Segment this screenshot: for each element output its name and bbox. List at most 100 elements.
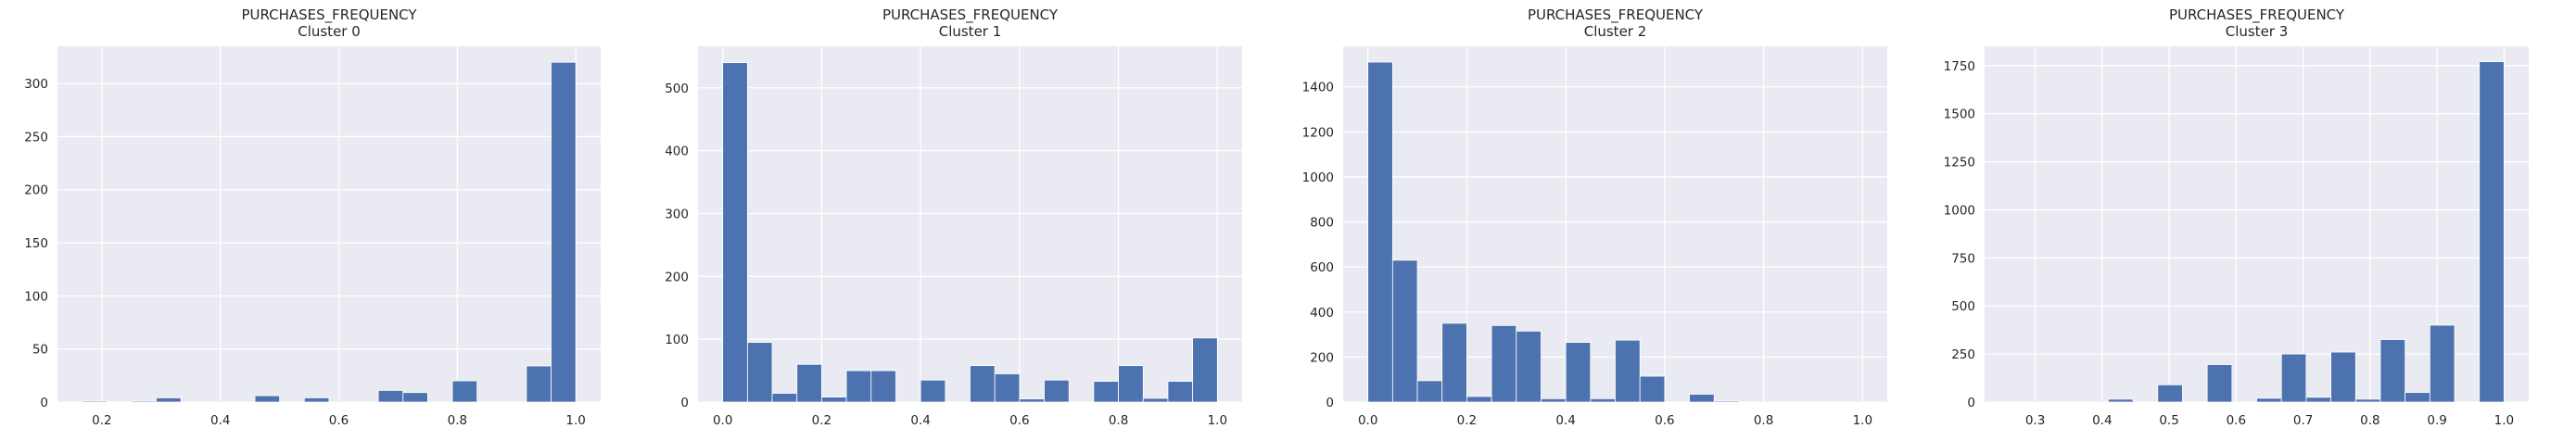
chart-title: PURCHASES_FREQUENCY Cluster 1	[882, 6, 1059, 40]
histogram-bar	[1516, 331, 1542, 403]
plot-area	[698, 46, 1242, 402]
y-tick-label: 0	[1967, 396, 1975, 410]
y-tick-label: 800	[1310, 216, 1334, 231]
y-tick-label: 400	[1310, 306, 1334, 321]
y-tick-label: 200	[1310, 350, 1334, 365]
x-tick-label: 0.0	[713, 413, 732, 428]
histogram-bar	[1615, 339, 1641, 403]
histogram-bar	[2379, 339, 2406, 403]
y-tick-label: 400	[665, 145, 689, 159]
y-tick-label: 1000	[1944, 203, 1975, 218]
x-tick-label: 0.8	[1109, 413, 1128, 428]
y-tick-label: 600	[1310, 260, 1334, 275]
x-tick-label: 0.8	[448, 413, 467, 428]
x-tick-label: 0.2	[812, 413, 831, 428]
y-tick-label: 1400	[1302, 81, 1334, 95]
x-tick-label: 1.0	[1853, 413, 1872, 428]
histogram-bar	[920, 379, 946, 403]
y-tick-label: 500	[1951, 299, 1975, 314]
histogram-bar	[771, 393, 798, 403]
x-tick-label: 0.6	[329, 413, 349, 428]
y-tick-label: 150	[24, 236, 48, 251]
histogram-bar	[2157, 384, 2183, 403]
histogram-bar	[1367, 61, 1393, 403]
histogram-bar	[1192, 337, 1218, 403]
x-tick-label: 1.0	[1208, 413, 1227, 428]
y-tick-label: 200	[665, 270, 689, 284]
histogram-bar	[1391, 259, 1418, 403]
histogram-bar	[722, 62, 748, 403]
x-tick-label: 0.3	[2025, 413, 2045, 428]
x-tick-label: 0.8	[2360, 413, 2379, 428]
histogram-bar	[1441, 322, 1467, 403]
histogram-bar	[2354, 398, 2381, 403]
histogram-bar	[1639, 375, 1666, 403]
x-tick-label: 0.6	[2227, 413, 2246, 428]
histogram-bar	[1565, 342, 1592, 403]
y-tick-label: 300	[24, 77, 48, 92]
chart-title: PURCHASES_FREQUENCY Cluster 2	[1528, 6, 1704, 40]
histogram-bar	[746, 342, 773, 403]
y-tick-label: 500	[665, 82, 689, 96]
histogram-bar	[2479, 61, 2505, 403]
x-tick-label: 1.0	[565, 413, 585, 428]
y-tick-label: 0	[680, 396, 689, 410]
histogram-bar	[156, 397, 182, 403]
histogram-bar	[1019, 398, 1045, 403]
histogram-bar	[870, 370, 896, 403]
x-tick-label: 0.4	[1555, 413, 1575, 428]
chart-panel-2: 0.0 0.2 0.4 0.6 0.8 1.0 0 200 400 600 800 1000 1200 1…	[1302, 6, 1887, 428]
y-tick-label: 250	[1951, 347, 1975, 362]
x-tick-label: 0.4	[210, 413, 230, 428]
chart-title: PURCHASES_FREQUENCY Cluster 3	[2169, 6, 2345, 40]
x-tick-label: 0.2	[1457, 413, 1477, 428]
histogram-bar	[1590, 397, 1616, 403]
y-tick-label: 1750	[1944, 59, 1975, 74]
histogram-bar	[1689, 394, 1715, 403]
histogram-bar	[2206, 364, 2233, 403]
y-tick-label: 0	[40, 396, 48, 410]
histogram-bar	[2330, 351, 2356, 403]
histogram-bar	[1713, 400, 1740, 403]
histogram-bar	[1491, 324, 1517, 403]
histogram-bar	[1416, 380, 1443, 403]
histogram-bar	[1142, 397, 1169, 403]
histogram-bar	[2108, 398, 2134, 403]
y-tick-label: 0	[1326, 396, 1334, 410]
histogram-bar	[796, 363, 822, 403]
histogram-bar	[377, 389, 404, 403]
histogram-bar	[1093, 381, 1119, 403]
x-tick-label: 0.7	[2293, 413, 2313, 428]
histogram-bar	[1466, 396, 1492, 403]
histogram-bar	[551, 61, 577, 403]
y-tick-label: 1200	[1302, 125, 1334, 140]
y-tick-label: 1000	[1302, 170, 1334, 185]
histogram-bar	[526, 365, 552, 403]
chart-title: PURCHASES_FREQUENCY Cluster 0	[241, 6, 417, 40]
histogram-bar	[1118, 365, 1144, 403]
histogram-bar	[82, 400, 108, 403]
histogram-bar	[821, 397, 847, 403]
x-tick-label: 0.4	[910, 413, 930, 428]
histogram-bar	[402, 392, 428, 403]
histogram-bar	[2256, 397, 2282, 403]
y-tick-label: 1250	[1944, 156, 1975, 170]
x-tick-label: 0.5	[2159, 413, 2178, 428]
x-tick-label: 0.6	[1655, 413, 1674, 428]
y-tick-label: 200	[24, 183, 48, 198]
histogram-bar	[303, 397, 330, 403]
histogram-bar	[254, 395, 281, 403]
histogram-bar	[845, 370, 872, 403]
histogram-bar	[2405, 392, 2430, 403]
histogram-bar	[2305, 397, 2331, 403]
histogram-bar	[1044, 379, 1070, 403]
histogram-bar	[451, 380, 478, 403]
y-tick-label: 100	[24, 289, 48, 304]
histogram-bar	[994, 373, 1021, 403]
y-tick-label: 1500	[1944, 107, 1975, 122]
histogram-bar	[970, 365, 996, 403]
histogram-bar	[1541, 397, 1567, 403]
y-tick-label: 100	[665, 333, 689, 347]
y-tick-label: 50	[32, 343, 48, 358]
